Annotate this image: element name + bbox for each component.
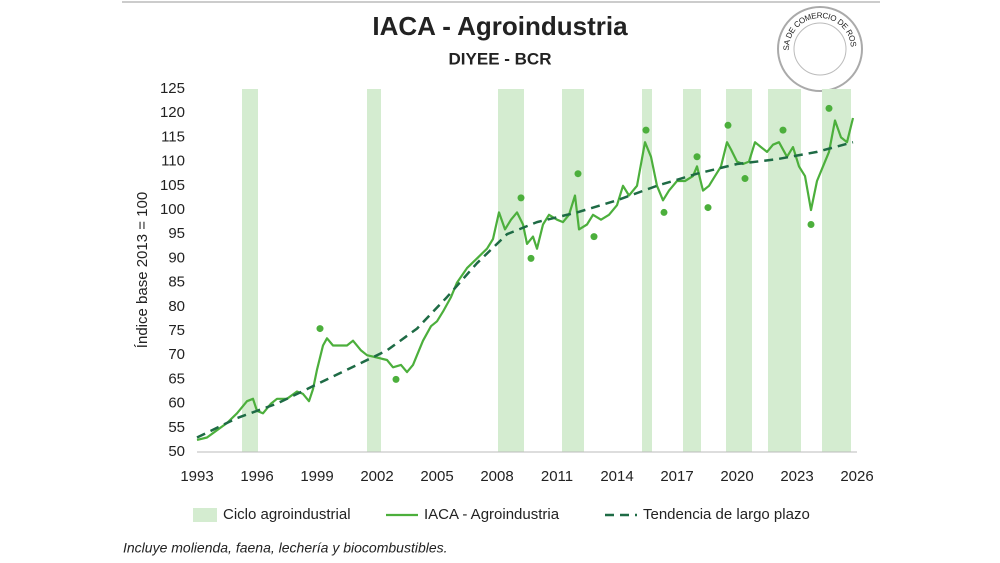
x-tick-label: 2014	[600, 468, 633, 485]
turning-point	[316, 325, 324, 333]
legend-label: IACA - Agroindustria	[424, 506, 560, 523]
x-tick-label: 2002	[360, 468, 393, 485]
logo-ring	[777, 6, 863, 92]
turning-point	[590, 233, 598, 241]
cycle-band	[498, 89, 524, 452]
turning-point	[642, 126, 650, 134]
legend-label: Tendencia de largo plazo	[643, 506, 810, 523]
turning-point	[574, 170, 582, 178]
legend-label: Ciclo agroindustrial	[223, 506, 351, 523]
x-tick-label: 1996	[240, 468, 273, 485]
turning-point	[660, 208, 668, 216]
turning-point	[392, 375, 400, 383]
cycle-band	[562, 89, 584, 452]
trend-line	[196, 140, 854, 439]
cycle-band	[367, 89, 381, 452]
x-tick-label: 1999	[300, 468, 333, 485]
y-tick-label: 85	[168, 274, 185, 291]
y-tick-label: 80	[168, 298, 185, 315]
y-tick-label: 115	[161, 128, 185, 145]
footnote: Incluye molienda, faena, lechería y bioc…	[123, 540, 448, 556]
x-tick-label: 1993	[180, 468, 213, 485]
x-tick-label: 2008	[480, 468, 513, 485]
cycle-band	[726, 89, 752, 452]
y-tick-label: 90	[168, 249, 185, 266]
cycle-band	[642, 89, 652, 452]
y-tick-label: 95	[168, 225, 185, 242]
cycle-band	[822, 89, 851, 452]
y-tick-label: 125	[160, 80, 185, 97]
x-tick-label: 2017	[660, 468, 693, 485]
cycle-band	[683, 89, 701, 452]
logo-inner	[793, 22, 847, 76]
turning-point	[825, 104, 833, 112]
x-tick-label: 2026	[840, 468, 873, 485]
turning-point	[741, 175, 749, 183]
y-tick-label: 75	[168, 322, 185, 339]
x-tick-label: 2005	[420, 468, 453, 485]
turning-point	[704, 204, 712, 212]
y-tick-label: 100	[160, 201, 185, 218]
series-line	[196, 117, 855, 441]
cycle-band	[242, 89, 258, 452]
turning-point	[693, 153, 701, 161]
turning-point	[807, 221, 815, 229]
y-tick-label: 60	[168, 395, 185, 412]
y-tick-label: 70	[168, 346, 185, 363]
y-tick-label: 50	[168, 443, 185, 460]
turning-point	[517, 194, 525, 202]
turning-point	[527, 254, 535, 262]
x-tick-label: 2020	[720, 468, 753, 485]
y-tick-label: 110	[161, 153, 185, 170]
turning-point	[724, 121, 732, 129]
x-tick-label: 2023	[780, 468, 813, 485]
x-tick-label: 2011	[541, 468, 573, 485]
cycle-band	[768, 89, 801, 452]
chart-title: IACA - Agroindustria	[372, 11, 628, 41]
y-tick-label: 120	[160, 104, 185, 121]
legend-swatch	[193, 508, 217, 522]
y-axis-label: Índice base 2013 = 100	[134, 192, 151, 348]
y-tick-label: 55	[168, 419, 185, 436]
turning-point	[779, 126, 787, 134]
y-tick-label: 105	[160, 177, 185, 194]
y-tick-label: 65	[168, 370, 185, 387]
chart-subtitle: DIYEE - BCR	[449, 49, 552, 68]
